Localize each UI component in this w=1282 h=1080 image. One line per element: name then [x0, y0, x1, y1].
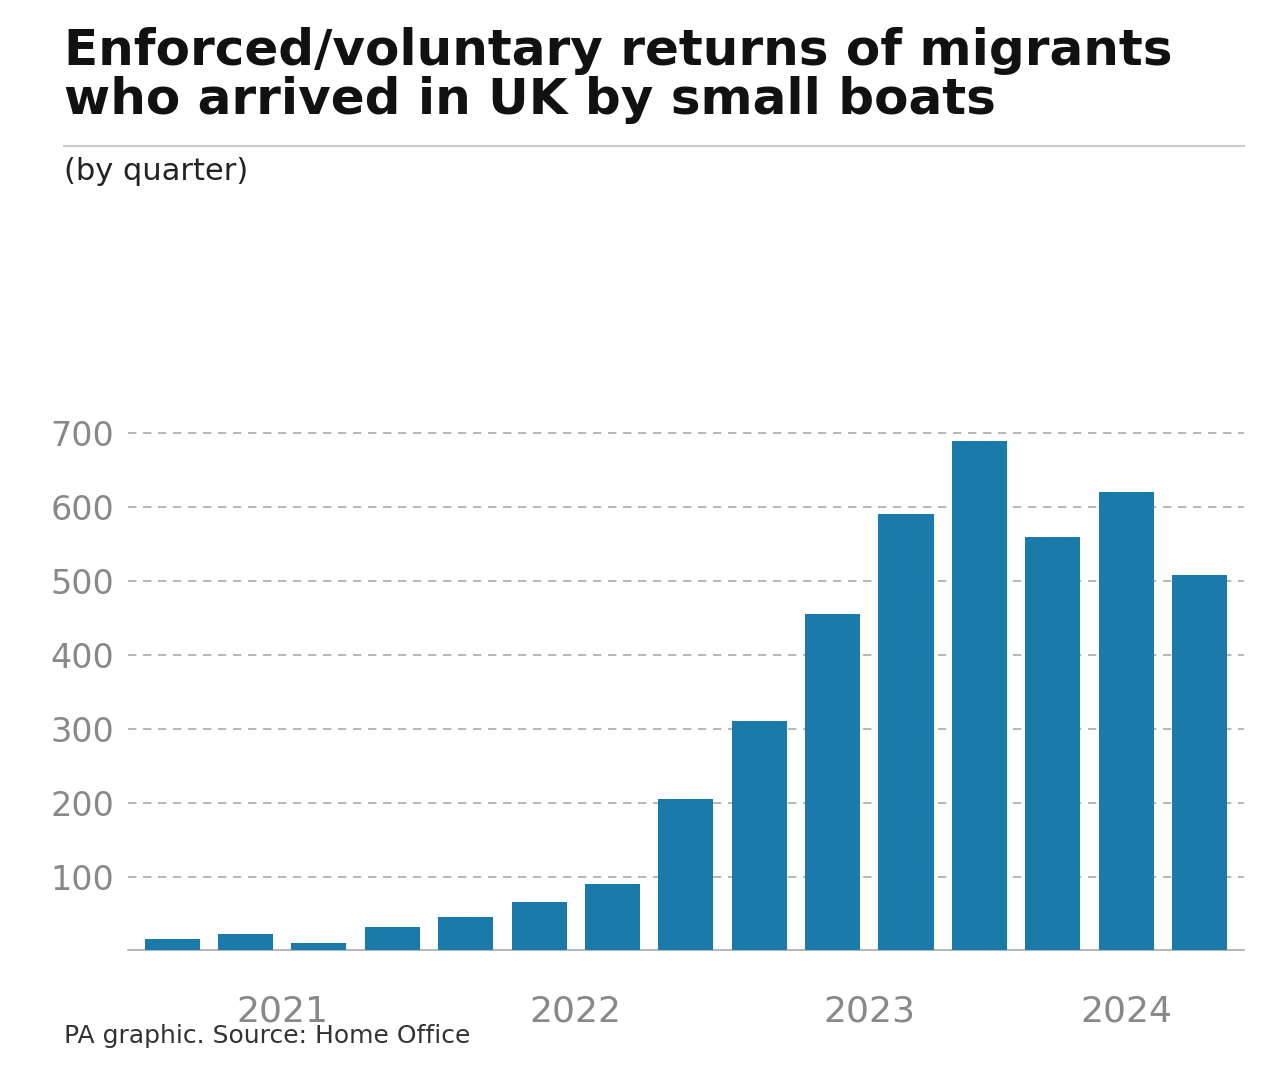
Bar	[1099, 492, 1154, 950]
Text: PA graphic. Source: Home Office: PA graphic. Source: Home Office	[64, 1024, 470, 1048]
Bar	[805, 615, 860, 950]
Text: 2023: 2023	[823, 995, 915, 1029]
Bar	[1172, 575, 1227, 950]
Bar	[659, 799, 713, 950]
Bar	[291, 943, 346, 950]
Text: 2024: 2024	[1081, 995, 1172, 1029]
Bar	[365, 927, 420, 950]
Bar	[951, 441, 1006, 950]
Text: Enforced/voluntary returns of migrants: Enforced/voluntary returns of migrants	[64, 27, 1173, 75]
Text: who arrived in UK by small boats: who arrived in UK by small boats	[64, 76, 996, 123]
Text: 2021: 2021	[236, 995, 328, 1029]
Bar	[218, 934, 273, 950]
Bar	[1026, 537, 1081, 950]
Bar	[878, 514, 933, 950]
Bar	[145, 940, 200, 950]
Text: (by quarter): (by quarter)	[64, 157, 249, 186]
Text: 2022: 2022	[529, 995, 622, 1029]
Bar	[732, 721, 787, 950]
Bar	[438, 917, 494, 950]
Bar	[512, 903, 567, 950]
Bar	[585, 883, 640, 950]
